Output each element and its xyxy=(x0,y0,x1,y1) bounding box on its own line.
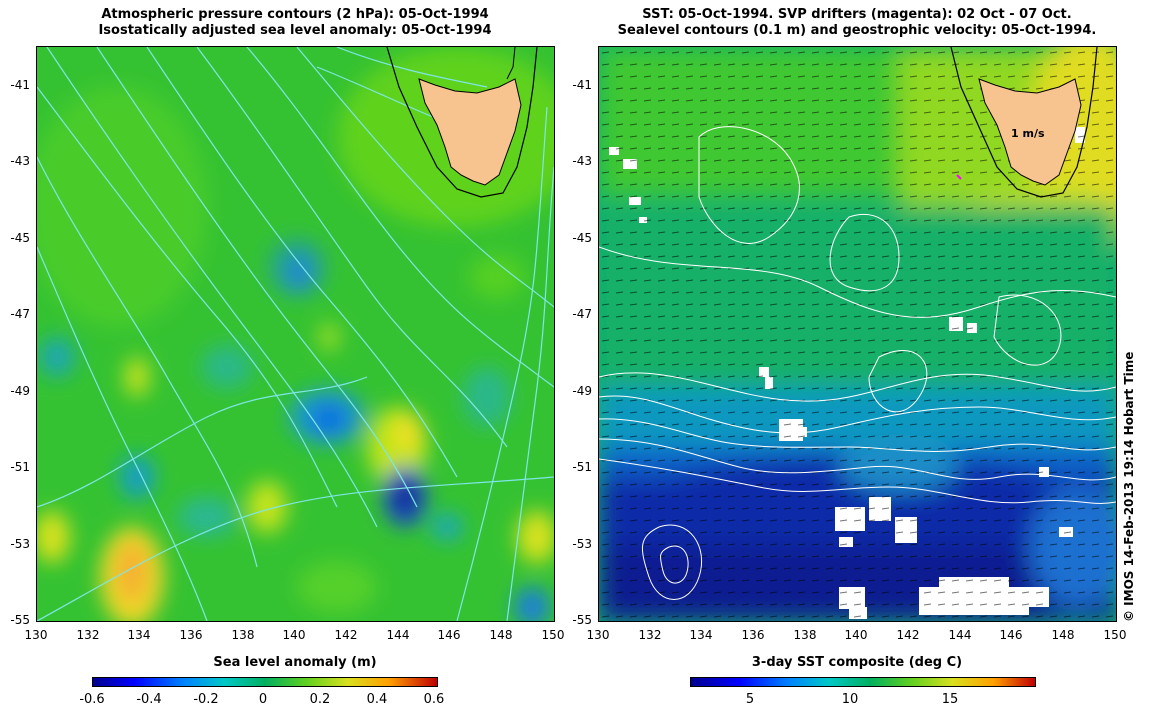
x-tick: 130 xyxy=(24,628,48,642)
x-tick: 134 xyxy=(127,628,151,642)
y-tick: -55 xyxy=(10,613,30,627)
sst-map[interactable]: 1 m/s xyxy=(598,46,1117,622)
x-tick: 150 xyxy=(541,628,565,642)
colorbar-tick: -0.4 xyxy=(136,692,162,707)
x-tick: 134 xyxy=(689,628,713,642)
y-tick: -43 xyxy=(572,154,592,168)
x-tick: 130 xyxy=(586,628,610,642)
x-tick: 138 xyxy=(231,628,255,642)
x-tick: 138 xyxy=(793,628,817,642)
colorbar-tick: 0.2 xyxy=(309,692,331,707)
right-colorbar xyxy=(690,677,1036,687)
x-tick: 146 xyxy=(437,628,461,642)
colorbar-tick: 10 xyxy=(841,692,859,707)
y-tick: -51 xyxy=(10,460,30,474)
y-tick: -51 xyxy=(572,460,592,474)
x-tick: 140 xyxy=(282,628,306,642)
colorbar-tick: 0.6 xyxy=(423,692,445,707)
y-tick: -55 xyxy=(572,613,592,627)
y-tick: -49 xyxy=(572,384,592,398)
tasmania-land xyxy=(418,78,522,186)
x-tick: 148 xyxy=(1051,628,1075,642)
right-colorbar-label: 3-day SST composite (deg C) xyxy=(751,655,963,670)
velocity-scale-label: 1 m/s xyxy=(1011,127,1045,140)
y-tick: -49 xyxy=(10,384,30,398)
svp-drifter-track xyxy=(956,174,962,180)
x-tick: 136 xyxy=(741,628,765,642)
left-title-line2: Isostatically adjusted sea level anomaly… xyxy=(98,23,492,38)
x-tick: 148 xyxy=(489,628,513,642)
left-title-line1: Atmospheric pressure contours (2 hPa): 0… xyxy=(101,7,489,22)
y-tick: -53 xyxy=(10,537,30,551)
pressure-contours xyxy=(37,47,554,621)
colorbar-tick: 0 xyxy=(258,692,268,707)
colorbar-tick: 15 xyxy=(941,692,959,707)
y-tick: -45 xyxy=(572,231,592,245)
right-title-line1: SST: 05-Oct-1994. SVP drifters (magenta)… xyxy=(642,7,1072,22)
colorbar-tick: 5 xyxy=(745,692,755,707)
y-tick: -41 xyxy=(10,78,30,92)
left-colorbar-label: Sea level anomaly (m) xyxy=(213,655,377,670)
y-tick: -45 xyxy=(10,231,30,245)
y-tick: -47 xyxy=(10,307,30,321)
y-tick: -43 xyxy=(10,154,30,168)
y-tick: -47 xyxy=(572,307,592,321)
y-tick: -41 xyxy=(572,78,592,92)
x-tick: 150 xyxy=(1103,628,1127,642)
x-tick: 132 xyxy=(638,628,662,642)
shelf-isobath xyxy=(950,47,1098,198)
y-tick: -53 xyxy=(572,537,592,551)
sea-level-contours xyxy=(599,126,1116,600)
sst-field xyxy=(599,47,1116,621)
tasmania-land xyxy=(978,78,1082,186)
colorbar-tick: -0.2 xyxy=(193,692,219,707)
x-tick: 136 xyxy=(179,628,203,642)
copyright-text: © IMOS 14-Feb-2013 19:14 Hobart Time xyxy=(1122,351,1136,622)
x-tick: 142 xyxy=(896,628,920,642)
shelf-isobath xyxy=(386,47,538,198)
x-tick: 144 xyxy=(948,628,972,642)
colorbar-tick: 0.4 xyxy=(366,692,388,707)
x-tick: 140 xyxy=(844,628,868,642)
x-tick: 142 xyxy=(334,628,358,642)
sea-level-anomaly-map[interactable] xyxy=(36,46,555,622)
right-title-line2: Sealevel contours (0.1 m) and geostrophi… xyxy=(617,23,1097,38)
colorbar-tick: -0.6 xyxy=(79,692,105,707)
x-tick: 144 xyxy=(386,628,410,642)
left-colorbar xyxy=(92,677,438,687)
sea-level-anomaly-field xyxy=(37,47,554,621)
x-tick: 146 xyxy=(999,628,1023,642)
x-tick: 132 xyxy=(76,628,100,642)
